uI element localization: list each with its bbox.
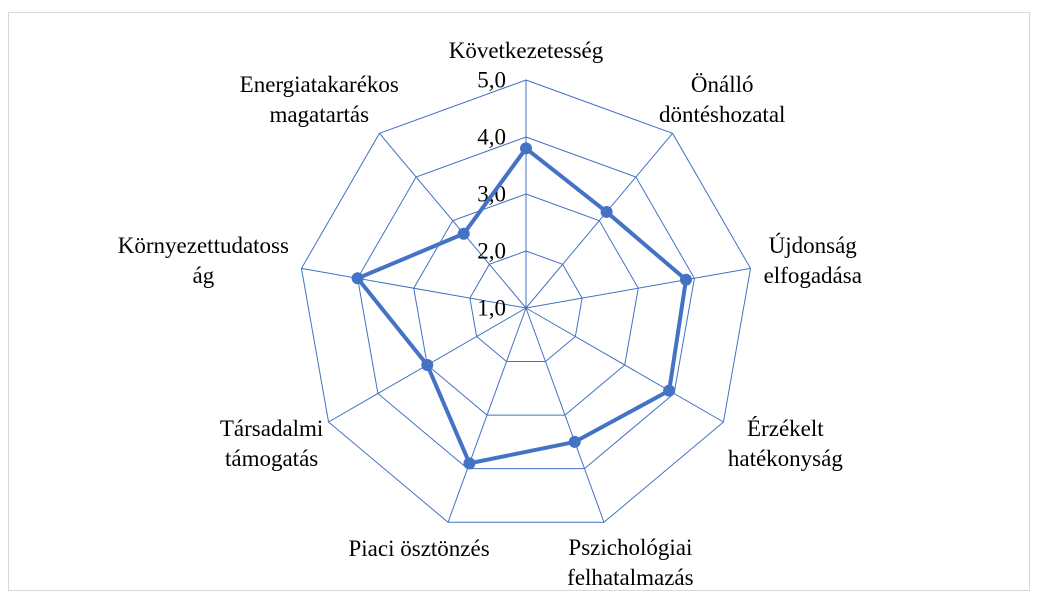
- spoke: [525, 307, 605, 523]
- grid-ring: [469, 250, 583, 363]
- series-line: [355, 146, 688, 466]
- data-point: [351, 272, 364, 285]
- spoke: [301, 267, 527, 309]
- r-tick-label: 5,0: [477, 67, 506, 92]
- category-label: Energiatakarékos magatartás: [239, 71, 399, 127]
- category-label: Környezettudatoss ág: [117, 232, 289, 288]
- data-point: [463, 457, 476, 470]
- data-point: [679, 273, 692, 286]
- spoke: [525, 267, 751, 309]
- grid-ring: [300, 79, 752, 523]
- r-tick-label: 4,0: [477, 124, 506, 149]
- grid-ring: [357, 136, 695, 470]
- category-label: Pszichológiai felhatalmazás: [567, 535, 694, 591]
- data-point: [421, 359, 434, 371]
- spoke: [447, 307, 527, 523]
- data-point: [520, 142, 532, 155]
- r-tick-label: 2,0: [477, 238, 506, 263]
- spoke: [379, 133, 527, 309]
- grid-ring: [413, 193, 639, 416]
- data-point: [457, 227, 470, 240]
- category-label: Újdonság elfogadása: [763, 232, 862, 288]
- data-point: [663, 384, 676, 397]
- category-label: Önálló döntéshozatal: [658, 71, 786, 127]
- category-label: Következetesség: [448, 38, 604, 63]
- chart-frame: [8, 12, 1030, 591]
- category-label: Érzékelt hatékonyság: [727, 416, 843, 471]
- r-tick-label: 1,0: [477, 295, 506, 320]
- spoke: [525, 133, 673, 309]
- category-label: Társadalmi támogatás: [219, 416, 324, 471]
- category-label: Piaci ösztönzés: [348, 536, 490, 562]
- spoke: [525, 307, 724, 423]
- data-point: [568, 435, 581, 448]
- data-point: [600, 205, 613, 218]
